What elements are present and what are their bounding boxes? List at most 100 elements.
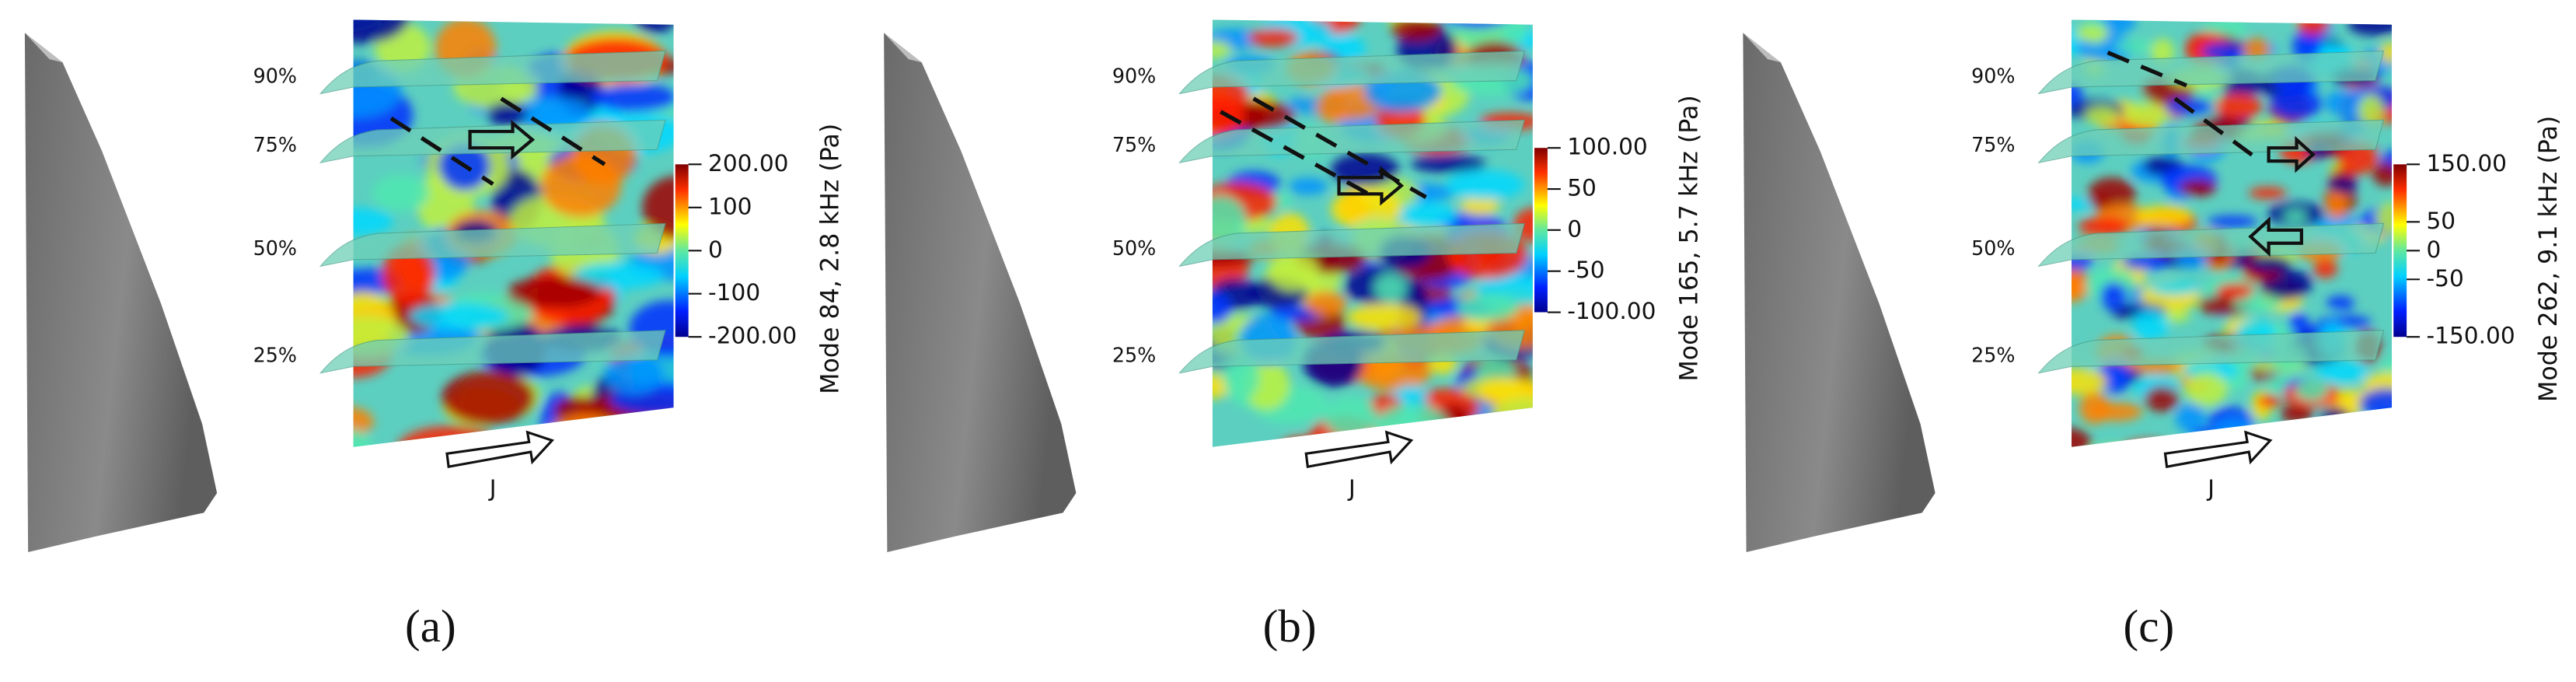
blade	[24, 33, 218, 553]
field-blob	[2115, 39, 2155, 54]
field-blob	[2296, 19, 2330, 36]
colorbar-tick-label: -100	[708, 279, 760, 306]
span-sheet	[319, 330, 666, 374]
panel: 90% 75% 50% 25% J 150.00 500-50 -150.00 Mode 262…	[1743, 19, 2563, 652]
field-blob	[409, 303, 509, 330]
field-blob	[1212, 292, 1232, 324]
field-blob	[2319, 407, 2351, 425]
field-blob	[2375, 202, 2393, 235]
field-blob	[1267, 251, 1320, 292]
colorbar-tick-label: -50	[2426, 265, 2463, 292]
field-blob	[2145, 386, 2180, 412]
span-sheet	[2037, 222, 2385, 268]
field-blob	[1404, 428, 1480, 447]
field-blob	[2328, 411, 2354, 440]
span-label: 25%	[1112, 344, 1156, 367]
wave-arrow	[468, 119, 536, 160]
field-blob	[2072, 275, 2089, 303]
span-label: 90%	[1112, 64, 1156, 87]
field-blob	[2379, 42, 2393, 64]
field-blob	[2271, 88, 2323, 120]
span-sheet	[319, 222, 666, 268]
field-blob	[547, 413, 624, 447]
span-sheet	[2037, 119, 2385, 164]
field-blob	[2371, 426, 2393, 447]
field-blob	[2072, 82, 2083, 107]
colorbar	[1534, 148, 1548, 313]
field-blob	[1492, 397, 1533, 432]
field-blob	[2072, 198, 2099, 211]
field-blob	[2284, 210, 2307, 223]
field-blob	[2376, 434, 2393, 447]
span-label: 75%	[1971, 133, 2015, 156]
field-blob	[442, 370, 536, 425]
field-blob	[487, 102, 528, 126]
panel-label: (c)	[2124, 600, 2175, 652]
field-blob	[2215, 93, 2262, 121]
field-blob	[2072, 368, 2108, 395]
span-sheet	[1178, 222, 1526, 268]
field-blob	[2313, 439, 2358, 447]
wave-front	[2107, 51, 2187, 88]
field-blob	[2079, 391, 2110, 425]
field-blob	[382, 243, 435, 306]
span-sheet	[1178, 50, 1526, 95]
flow-arrow	[1304, 430, 1414, 469]
field-blob	[2135, 205, 2193, 227]
field-blob	[2359, 388, 2393, 420]
field-blob	[1460, 196, 1500, 216]
field-blob	[644, 424, 674, 447]
colorbar-tick-label: 100.00	[1567, 134, 1647, 160]
field-blob	[2295, 439, 2323, 447]
field-blob	[1331, 152, 1399, 187]
colorbar	[675, 164, 689, 338]
field-blob	[353, 19, 411, 44]
flow-label: J	[488, 475, 497, 502]
field-blob	[2246, 256, 2293, 272]
span-label: 75%	[1112, 133, 1156, 156]
field-blob	[2133, 308, 2169, 341]
wave-arrow	[2267, 135, 2316, 173]
span-label: 25%	[253, 344, 297, 367]
wave-front	[2173, 96, 2262, 163]
field-blob	[2075, 25, 2109, 42]
flow-arrow	[2163, 430, 2273, 469]
wave-arrow	[2248, 216, 2303, 257]
field-blob	[2100, 282, 2127, 311]
field-blob	[353, 266, 401, 297]
field-blob	[2273, 439, 2326, 447]
field-blob	[1409, 439, 1449, 447]
panel: 90% 75% 50% 25% J 100.00 50 0 -50 -100.00 Mode 165…	[884, 19, 1704, 652]
field-blob	[2386, 442, 2393, 447]
field-blob	[2249, 187, 2287, 199]
span-label: 25%	[1971, 344, 2015, 367]
span-sheet	[319, 50, 666, 95]
colorbar	[2393, 164, 2407, 338]
field-blob	[2072, 427, 2091, 447]
colorbar-tick-label: -50	[1567, 257, 1604, 283]
colorbar-tick-label: 150.00	[2426, 150, 2506, 177]
field-blob	[506, 276, 602, 309]
field-blob	[1212, 95, 1245, 137]
span-label: 75%	[253, 133, 297, 156]
field-blob	[2090, 446, 2139, 447]
field-blob	[1400, 201, 1456, 230]
span-sheet	[1178, 330, 1526, 374]
field-blob	[2372, 163, 2393, 187]
colorbar-tick-label: -150.00	[2426, 323, 2515, 349]
flow-arrow	[445, 430, 555, 469]
field-blob	[2316, 361, 2368, 383]
wave-front	[500, 96, 606, 166]
colorbar-tick-label: 50	[2426, 208, 2456, 234]
field-blob	[582, 426, 674, 447]
field-blob	[1248, 28, 1299, 47]
field-blob	[2232, 296, 2283, 312]
field-blob	[2326, 295, 2355, 311]
span-label: 90%	[253, 64, 297, 87]
field-blob	[2358, 94, 2385, 127]
span-sheet	[2037, 330, 2385, 374]
wave-front	[389, 116, 494, 186]
field-blob	[2329, 177, 2358, 194]
field-blob	[353, 208, 394, 236]
